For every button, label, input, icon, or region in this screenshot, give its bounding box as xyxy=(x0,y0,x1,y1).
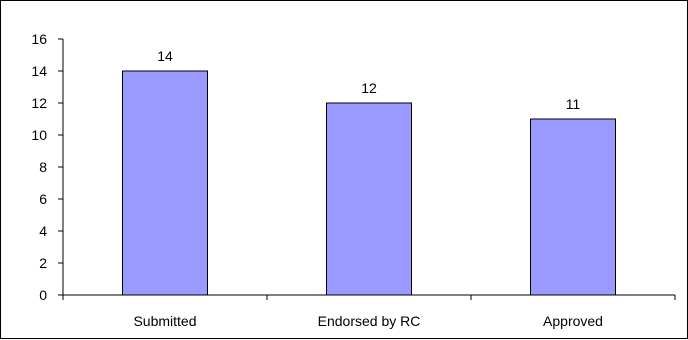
x-tick-label: Submitted xyxy=(133,313,196,329)
data-label: 11 xyxy=(566,96,581,112)
bar-approved xyxy=(530,118,616,296)
x-tick-label: Endorsed by RC xyxy=(318,313,421,329)
x-tick-label: Approved xyxy=(543,313,603,329)
bar-endorsed-by-rc xyxy=(326,102,412,296)
y-tick-label: 12 xyxy=(31,95,47,111)
y-tick-label: 16 xyxy=(31,31,47,47)
y-tick-label: 4 xyxy=(39,223,47,239)
y-tick-label: 14 xyxy=(31,63,47,79)
bars-layer xyxy=(122,70,616,296)
axes-layer xyxy=(58,38,676,300)
y-tick-label: 10 xyxy=(31,127,47,143)
data-label: 14 xyxy=(157,48,173,64)
y-tick-label: 2 xyxy=(39,255,47,271)
bar-submitted xyxy=(122,70,208,296)
y-tick-label: 6 xyxy=(39,191,47,207)
data-label: 12 xyxy=(361,80,377,96)
y-tick-label: 0 xyxy=(39,287,47,303)
y-tick-label: 8 xyxy=(39,159,47,175)
labels-layer: 14 Submitted 12 Endorsed by RC 11 Approved 0 2 4… xyxy=(31,31,603,329)
